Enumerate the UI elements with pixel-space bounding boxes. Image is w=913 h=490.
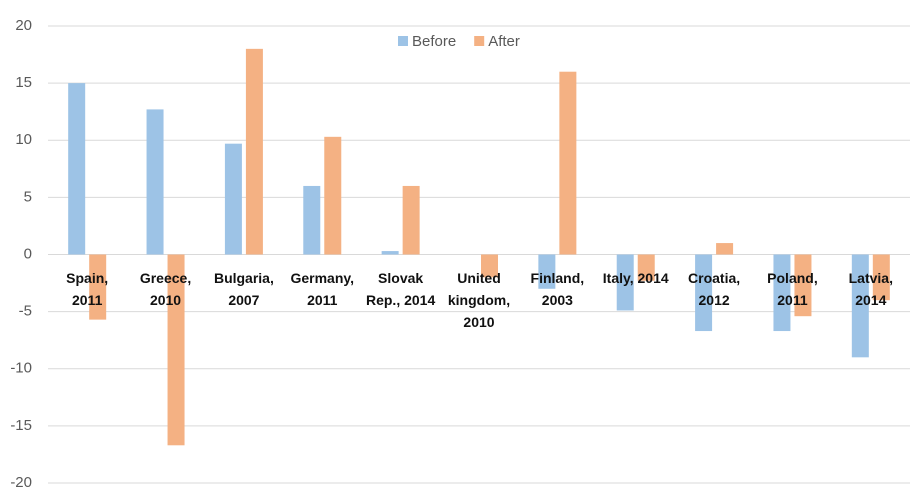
y-tick-label: 0 (24, 245, 32, 262)
y-tick-label: 10 (15, 131, 32, 148)
x-tick-label: Poland, 2011 (767, 269, 818, 308)
bar (224, 143, 242, 255)
bar (559, 71, 577, 255)
bar (637, 254, 655, 281)
bar (245, 48, 263, 255)
x-tick-label: Finland, 2003 (530, 269, 585, 308)
x-tick-label: Slovak Rep., 2014 (365, 269, 436, 308)
legend-swatch (398, 36, 408, 46)
x-tick-label: Greece, 2010 (139, 269, 192, 308)
bar (481, 254, 498, 278)
x-tick-label: Croatia, 2012 (688, 269, 741, 308)
x-tick-label: United kingdom, 2010 (447, 269, 511, 330)
legend-label: Before (412, 33, 456, 50)
y-tick-label: -20 (10, 474, 32, 490)
y-tick-label: 15 (15, 74, 32, 91)
y-tick-label: -5 (19, 303, 32, 320)
bar (303, 185, 321, 255)
y-tick-label: -10 (10, 360, 32, 377)
bar (89, 254, 107, 320)
x-tick-label: Italy, 2014 (602, 269, 669, 286)
bar (872, 254, 890, 301)
bar (538, 254, 556, 289)
bar (695, 254, 713, 332)
x-tick-label: Germany, 2011 (290, 269, 355, 308)
bar (402, 185, 420, 255)
legend-label: After (488, 33, 520, 50)
bar (146, 109, 164, 255)
bar (794, 254, 812, 317)
bar (716, 243, 734, 255)
bar (616, 254, 634, 311)
x-tick-label: Latvia, 2014 (848, 269, 893, 308)
x-tick-label: Bulgaria, 2007 (213, 269, 274, 308)
bar (773, 254, 791, 332)
x-tick-label: Spain, 2011 (66, 269, 109, 308)
bar (324, 136, 342, 255)
bar (851, 254, 869, 358)
y-tick-label: 20 (15, 17, 32, 34)
bar (68, 83, 86, 255)
bar (381, 251, 399, 255)
y-tick-label: -15 (10, 417, 32, 434)
y-tick-label: 5 (24, 188, 32, 205)
bar (167, 254, 185, 446)
legend-swatch (474, 36, 485, 46)
